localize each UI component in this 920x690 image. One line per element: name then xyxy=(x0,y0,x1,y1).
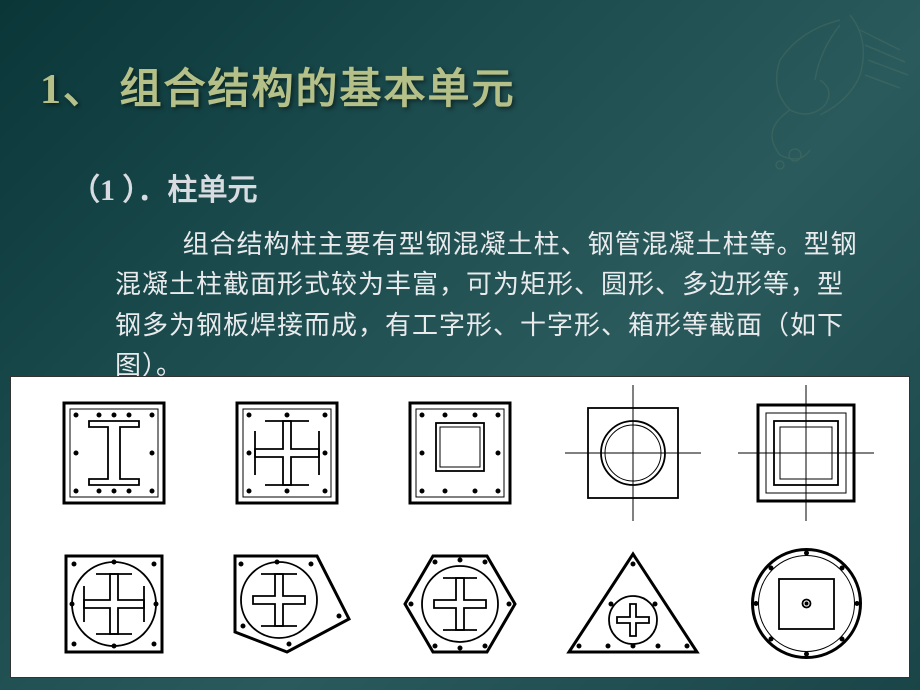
diagram-triangle-circle-cross xyxy=(553,534,713,674)
diagram-square-circle-cross xyxy=(34,534,194,674)
diagram-square-box-section xyxy=(380,383,540,523)
diagram-hexagon-circle-cross xyxy=(380,534,540,674)
diagram-square-i-section xyxy=(34,383,194,523)
diagram-row-2 xyxy=(11,528,909,679)
diagram-row-1 xyxy=(11,377,909,528)
slide-title: 1、 组合结构的基本单元 xyxy=(40,55,516,116)
diagram-square-circle-centerlines xyxy=(553,383,713,523)
slide-subtitle: （1 ）．柱单元 xyxy=(70,165,258,209)
diagram-strip xyxy=(10,376,910,678)
diagram-circle-small-square xyxy=(726,534,886,674)
diagram-pentagon-circle-cross xyxy=(207,534,367,674)
diagram-square-cross-section xyxy=(207,383,367,523)
corner-ornament xyxy=(640,0,920,200)
slide-body-text: 组合结构柱主要有型钢混凝土柱、钢管混凝土柱等。型钢混凝土柱截面形式较为丰富，可为… xyxy=(115,225,860,386)
diagram-square-double-box xyxy=(726,383,886,523)
